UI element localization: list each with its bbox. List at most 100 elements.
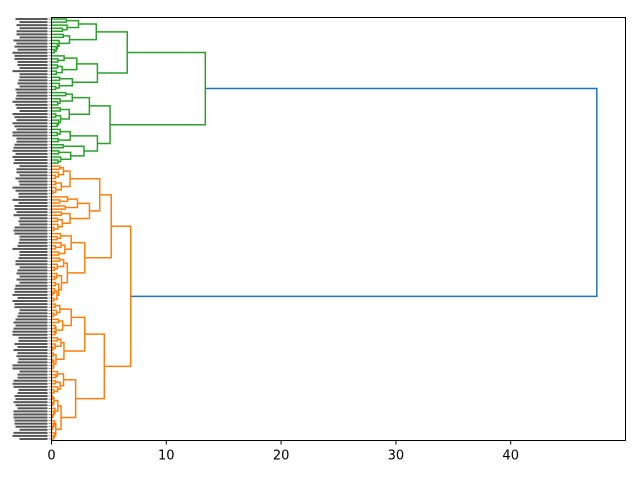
cluster-2-link [51,242,62,249]
leaf-label-mark [17,391,48,394]
leaf-label-mark [16,119,48,122]
leaf-label-mark [17,244,48,247]
leaf-label-mark [12,364,48,367]
cluster-2-link [51,211,63,216]
leaf-label-mark [14,287,48,290]
cluster-2-link [67,241,86,274]
cluster-2-link [51,235,58,241]
leaf-label-mark [12,155,48,158]
cluster-1-link [51,119,60,126]
cluster-2-link [51,343,56,350]
cluster-2-link [51,245,57,250]
leaf-label-mark [14,290,48,293]
leaf-label-mark [15,404,48,407]
cluster-2-link [51,180,57,186]
leaf-label-mark [18,180,48,183]
leaf-label-mark [18,195,48,198]
cluster-2-link [51,370,59,377]
leaf-label-mark [18,388,48,391]
leaf-label-mark [17,376,48,379]
cluster-1-link [51,24,68,31]
cluster-1-link [60,108,71,120]
leaf-label-mark [15,318,48,321]
cluster-1-link [63,145,85,157]
cluster-1-link [51,101,59,106]
leaf-label-mark [15,103,48,106]
cluster-2-link [51,251,60,256]
leaf-label-mark [13,327,48,330]
cluster-1-link [51,76,61,82]
leaf-label-mark [12,70,48,73]
leaf-label-mark [18,257,48,260]
leaf-label-mark [16,24,48,27]
leaf-label-mark [12,51,48,54]
leaf-label-mark [19,437,48,440]
leaf-label-mark [15,152,48,155]
cluster-2-link [61,170,71,188]
leaf-label-mark [13,379,48,382]
plot-frame [51,17,626,441]
leaf-label-mark [18,192,48,195]
cluster-2-link [51,174,57,180]
cluster-2-link [55,342,65,361]
cluster-1-link [51,143,64,149]
cluster-2-top-link [104,225,132,368]
leaf-label-mark [19,250,48,253]
cluster-2-link [51,223,59,230]
leaf-label-mark [13,349,48,352]
cluster-1-link [51,122,58,128]
leaf-label-mark [16,33,48,36]
leaf-label-mark [15,189,48,192]
leaf-label-mark [14,54,48,57]
leaf-label-mark [19,428,48,431]
leaf-label-mark [19,36,48,39]
leaf-label-mark [16,42,48,45]
leaf-label-mark [18,358,48,361]
leaf-label-mark [17,48,48,51]
leaf-label-mark [12,247,48,250]
cluster-1-link [51,156,62,163]
leaf-label-mark [15,263,48,266]
leaf-label-mark [16,171,48,174]
cluster-1-link [51,91,67,97]
leaf-label-mark [13,385,48,388]
cluster-2-link [51,205,66,210]
leaf-label-mark [14,232,48,235]
leaf-label-mark [12,186,48,189]
leaf-label-mark [16,128,48,131]
cluster-1-link [51,107,62,112]
leaf-label-mark [12,149,48,152]
cluster-2-link [51,232,62,239]
leaf-label-mark [19,21,48,24]
leaf-label-mark [13,321,48,324]
leaf-label-mark [16,106,48,109]
cluster-1-link [51,150,60,155]
leaf-label-mark [12,131,48,134]
cluster-2-link [51,303,57,308]
cluster-2-link [63,316,86,352]
cluster-1-link [51,85,57,91]
leaf-label-mark [14,422,48,425]
leaf-label-mark [14,395,48,398]
cluster-2-link [51,309,58,316]
cluster-2-link [51,318,60,324]
leaf-label-mark [16,137,48,140]
leaf-label-mark [14,342,48,345]
cluster-2-link [59,308,72,327]
leaf-label-mark [19,27,48,30]
leaf-label-mark [17,269,48,272]
leaf-label-mark [16,91,48,94]
leaf-label-mark [18,339,48,342]
leaf-label-mark [17,373,48,376]
leaf-label-mark [12,382,48,385]
leaf-label-mark [13,146,48,149]
leaf-label-mark [14,419,48,422]
leaf-label-mark [16,278,48,281]
leaf-label-mark [19,76,48,79]
cluster-2-link [51,373,57,379]
leaf-label-mark [13,413,48,416]
cluster-2-link [51,165,61,170]
leaf-label-mark [17,64,48,67]
leaf-label-mark [17,352,48,355]
cluster-2-link [51,379,57,385]
